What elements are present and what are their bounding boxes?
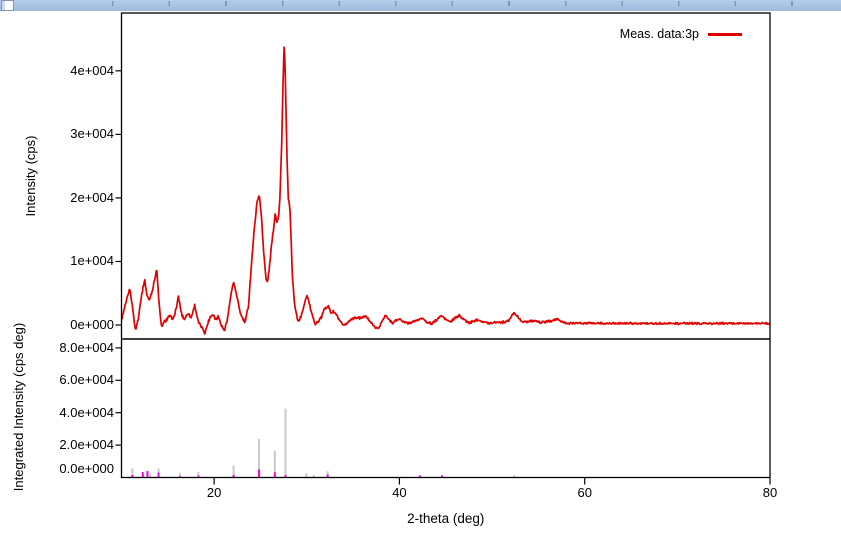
ytick-label: 6.0e+004 [59,372,114,388]
ytick-label: 0.0e+000 [59,460,114,476]
x-axis-title: 2-theta (deg) [407,511,485,526]
ytick-label: 3e+004 [70,126,114,142]
legend: Meas. data:3p [560,27,742,41]
y-axis-title-intensity: Intensity (cps) [23,135,38,217]
ytick-label: 1e+004 [70,253,114,269]
xtick-label: 40 [392,485,407,500]
ytick-label: 2e+004 [70,189,114,205]
xtick-label: 80 [762,485,778,500]
measured-data-curve [121,46,770,335]
window-icon[interactable] [1,0,14,11]
plot-frame [120,12,771,479]
legend-line-swatch [708,32,742,36]
xtick-label: 60 [577,485,592,500]
ytick-label: 4e+004 [70,62,114,78]
ytick-label: 8.0e+004 [59,339,114,355]
ytick-label: 2.0e+004 [59,437,114,453]
ytick-label: 4.0e+004 [59,404,114,420]
toolbar-separator-ticks [57,1,841,6]
legend-label: Meas. data:3p [619,27,699,41]
xtick-label: 20 [206,485,222,500]
window-toolbar-strip [0,0,841,11]
y-axis-title-integrated-intensity: Integrated Intensity (cps deg) [11,322,26,492]
ytick-label: 0e+000 [70,317,114,333]
